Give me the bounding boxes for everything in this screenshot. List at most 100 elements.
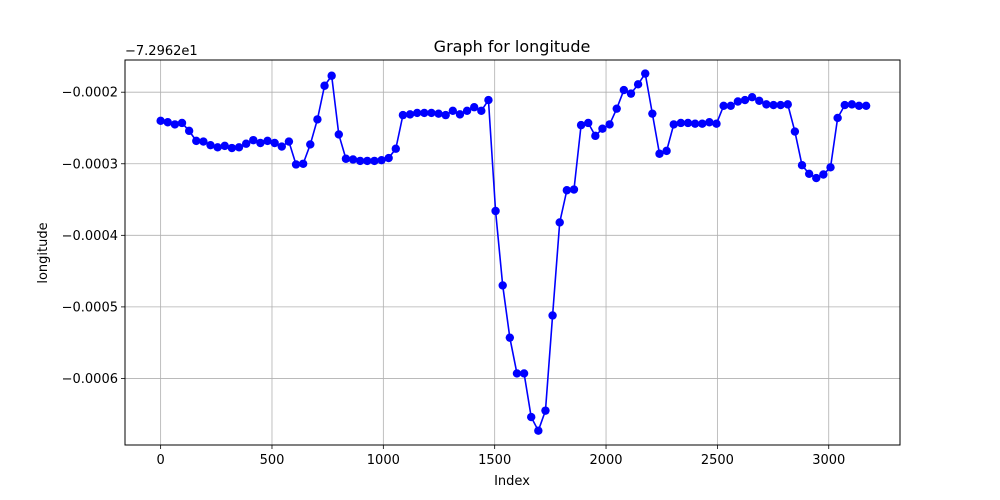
data-point <box>705 118 714 127</box>
data-point <box>762 100 771 109</box>
data-point <box>505 333 515 342</box>
plot-frame <box>124 59 901 446</box>
x-tick-label: 3000 <box>812 453 845 468</box>
grid-lines <box>125 60 900 445</box>
x-tick-label: 2500 <box>701 453 734 468</box>
data-point <box>177 118 187 128</box>
data-point <box>819 170 828 179</box>
data-point <box>256 138 265 148</box>
data-point <box>213 143 222 152</box>
data-point <box>455 110 465 119</box>
data-point <box>448 106 458 116</box>
data-point <box>491 206 500 216</box>
data-point <box>284 137 294 146</box>
data-point <box>548 311 557 320</box>
data-point <box>306 140 315 149</box>
data-point <box>719 101 728 110</box>
data-point <box>462 106 472 116</box>
data-point <box>562 186 572 195</box>
chart-title: Graph for longitude <box>434 37 591 56</box>
data-point <box>840 100 849 110</box>
data-point <box>726 101 735 110</box>
data-point <box>641 69 650 78</box>
data-point <box>847 100 857 109</box>
data-point <box>249 135 258 145</box>
data-point <box>477 106 486 116</box>
data-point <box>192 136 201 146</box>
data-point <box>626 89 636 98</box>
y-tick-label: −0.0006 <box>62 372 118 387</box>
data-point <box>861 101 871 110</box>
data-point <box>683 118 693 128</box>
data-point <box>534 426 543 435</box>
data-point <box>769 100 778 110</box>
data-point <box>377 155 386 165</box>
y-tick-label: −0.0004 <box>62 229 118 244</box>
y-axis-label: longitude <box>36 222 51 283</box>
x-axis-label: Index <box>494 474 530 489</box>
data-point <box>854 101 864 110</box>
y-tick-label: −0.0002 <box>62 86 118 101</box>
data-point <box>391 144 401 153</box>
data-point <box>662 146 671 156</box>
data-point <box>498 281 507 290</box>
y-axis-ticks: −0.0006 −0.0005 −0.0004 −0.0003 −0.0002 <box>62 86 125 387</box>
data-point <box>733 97 743 106</box>
data-point <box>833 113 842 123</box>
x-tick-label: 0 <box>156 453 164 468</box>
data-point <box>291 160 301 169</box>
data-point <box>298 159 308 168</box>
data-point <box>698 119 707 128</box>
data-point <box>327 71 336 80</box>
data-point <box>633 80 643 89</box>
data-point <box>184 126 194 136</box>
data-point <box>527 412 536 422</box>
x-tick-label: 1000 <box>367 453 400 468</box>
data-point <box>605 120 614 129</box>
data-point <box>541 406 550 415</box>
data-point <box>790 127 800 136</box>
data-point <box>348 155 358 164</box>
data-point <box>384 153 393 163</box>
data-point <box>355 156 365 166</box>
x-tick-label: 1500 <box>478 453 511 468</box>
data-point <box>569 185 579 194</box>
data-point <box>619 85 629 95</box>
data-point <box>755 96 764 105</box>
data-point <box>263 136 272 146</box>
data-point <box>441 110 450 120</box>
data-point <box>598 124 607 133</box>
data-point <box>313 115 322 124</box>
data-point <box>170 120 180 129</box>
data-point <box>277 142 286 151</box>
data-point <box>156 116 165 126</box>
data-point <box>234 143 244 152</box>
x-tick-label: 500 <box>260 453 285 468</box>
data-point <box>334 130 343 139</box>
data-point <box>206 140 215 150</box>
x-tick-label: 2000 <box>589 453 622 468</box>
data-point <box>584 118 593 128</box>
data-point <box>227 143 237 153</box>
data-point <box>199 137 208 146</box>
data-point <box>591 131 600 141</box>
data-point <box>420 108 429 118</box>
data-point <box>826 163 835 172</box>
data-point <box>405 110 415 119</box>
data-point <box>812 173 821 183</box>
data-point <box>655 149 664 158</box>
data-point <box>804 169 814 178</box>
data-point <box>776 100 785 110</box>
data-point <box>163 118 172 127</box>
data-point <box>555 218 564 227</box>
data-point <box>398 110 408 120</box>
data-point <box>690 119 700 128</box>
data-point <box>576 120 586 130</box>
data-point <box>427 108 436 118</box>
y-axis-offset-label: −7.2962e1 <box>125 44 198 59</box>
y-tick-label: −0.0005 <box>62 300 118 315</box>
data-point <box>320 81 329 90</box>
data-point <box>270 138 279 148</box>
data-point <box>512 369 522 378</box>
